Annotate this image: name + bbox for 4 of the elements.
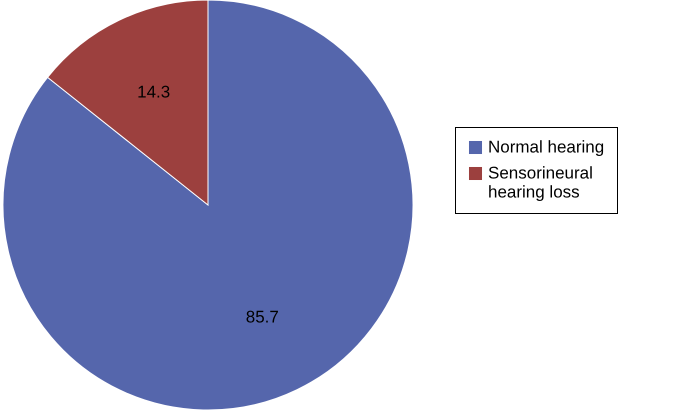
data-label: 14.3 xyxy=(137,82,170,102)
data-label: 85.7 xyxy=(246,308,279,327)
legend-label: Sensorineural hearing loss xyxy=(488,164,593,202)
legend-label: Normal hearing xyxy=(488,138,604,156)
